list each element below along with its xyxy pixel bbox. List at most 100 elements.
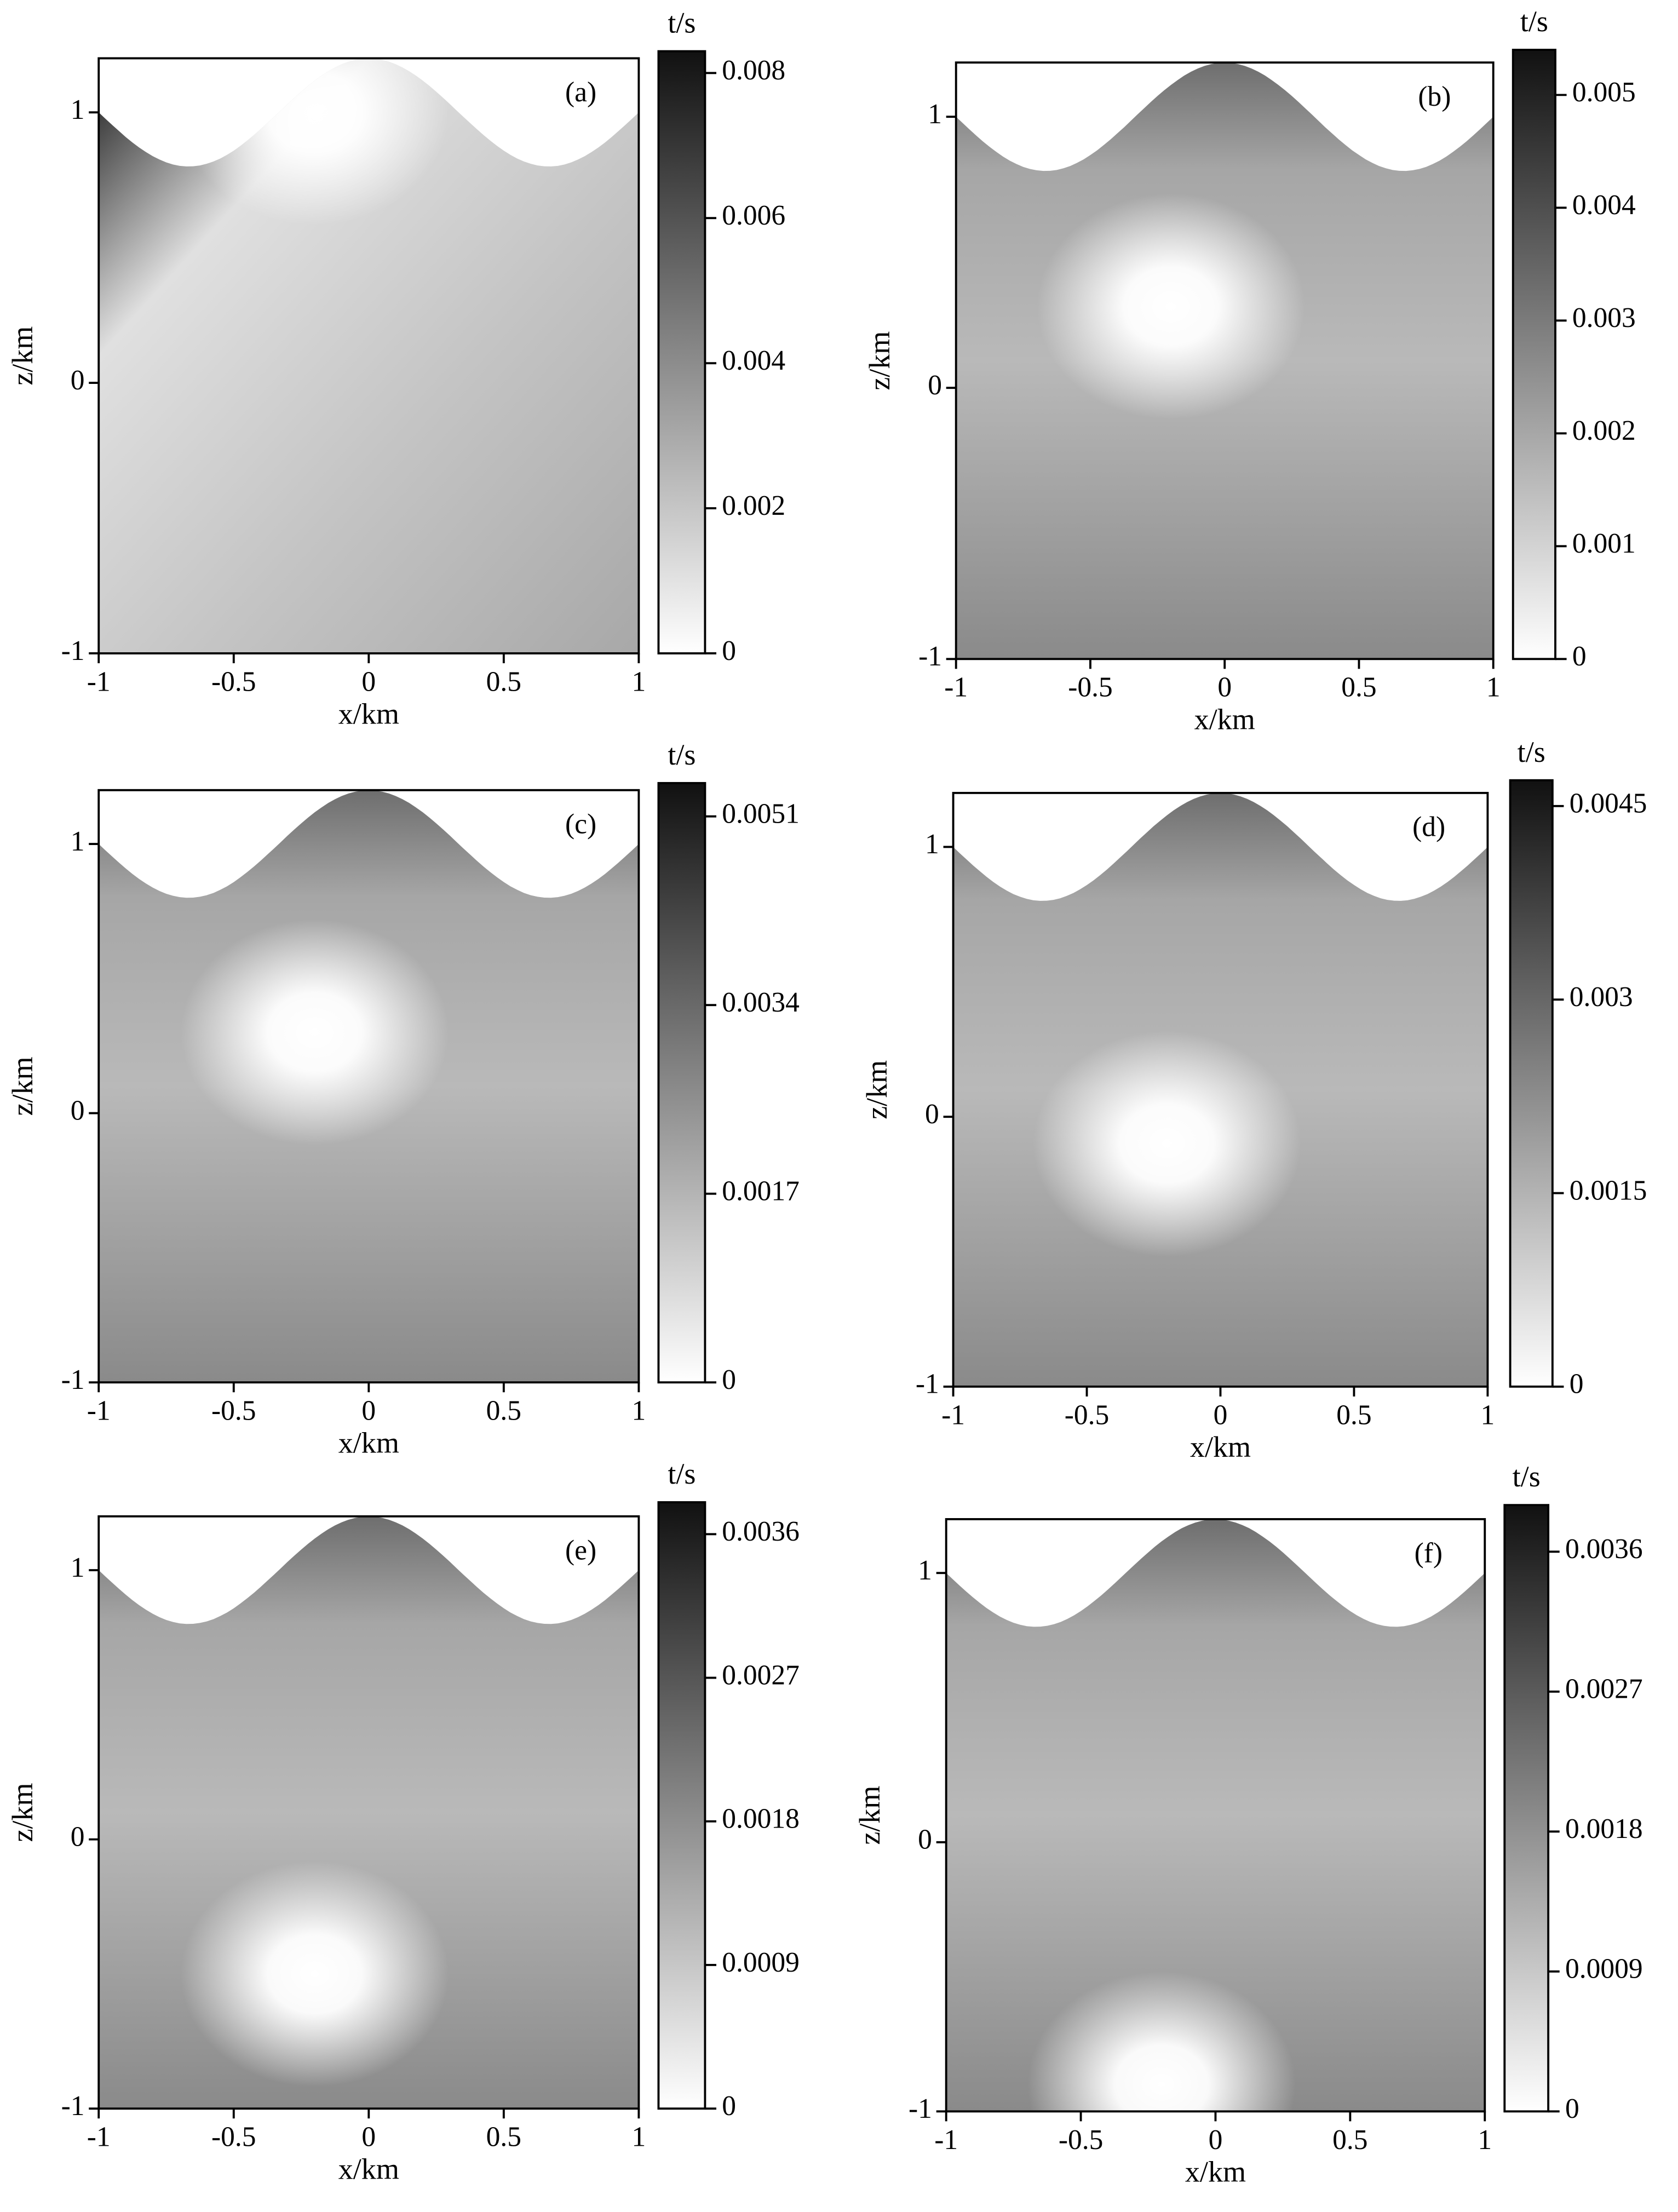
x-tick-label: 0	[361, 666, 376, 697]
colorbar-tick-label: 0.0036	[722, 1516, 800, 1547]
colorbar	[657, 50, 706, 654]
y-tick-label: 1	[918, 1555, 932, 1586]
x-axis-label: x/km	[1185, 2156, 1246, 2188]
source-spot	[181, 1861, 449, 2087]
x-tick-label: 0.5	[1341, 672, 1376, 703]
x-tick-label: 1	[632, 1395, 646, 1427]
panel: -1 -0.5 0 0.5 1 -1 0 1 x/km z/km (d) 0 0.0015 0.003 0.…	[860, 736, 1647, 1463]
colorbar-tick-label: 0.003	[1570, 981, 1633, 1013]
colorbar-tick-label: 0	[1572, 641, 1587, 672]
panel-label: (b)	[1418, 81, 1451, 112]
y-tick-label: -1	[61, 1364, 85, 1395]
colorbar-tick-label: 0.008	[722, 55, 785, 86]
colorbar-tick-label: 0	[1565, 2093, 1579, 2124]
panel: -1 -0.5 0 0.5 1 -1 0 1 x/km z/km (e) 0 0.0009 0.0018 0…	[6, 1457, 800, 2185]
colorbar-tick-label: 0.001	[1572, 528, 1636, 559]
panel-label: (e)	[565, 1535, 596, 1566]
y-tick-label: 1	[71, 94, 85, 125]
y-tick-label: -1	[918, 641, 942, 672]
colorbar	[657, 782, 706, 1384]
x-tick-label: -0.5	[1065, 1399, 1110, 1430]
colorbar-label: t/s	[668, 738, 696, 771]
y-axis-label: z/km	[860, 1060, 893, 1119]
x-axis-label: x/km	[338, 697, 399, 730]
y-axis-label: z/km	[853, 1786, 886, 1845]
panel-label: (d)	[1412, 812, 1445, 843]
x-axis-label: x/km	[1194, 703, 1255, 736]
colorbar	[1509, 779, 1554, 1388]
x-tick-label: -0.5	[211, 666, 256, 697]
y-tick-label: -1	[61, 2090, 85, 2122]
colorbar-tick-label: 0.0027	[1565, 1674, 1643, 1705]
colorbar-tick-label: 0.0036	[1565, 1533, 1643, 1565]
colorbar-tick-label: 0.0015	[1570, 1175, 1647, 1206]
y-axis-label: z/km	[863, 331, 896, 390]
y-tick-label: -1	[916, 1369, 939, 1400]
x-tick-label: 1	[1486, 672, 1501, 703]
x-tick-label: 1	[1478, 2124, 1492, 2156]
y-tick-label: 0	[928, 370, 942, 401]
x-tick-label: -1	[87, 666, 111, 697]
y-tick-label: 0	[918, 1824, 932, 1855]
colorbar-label: t/s	[1513, 1460, 1541, 1493]
source-spot	[1037, 193, 1305, 420]
colorbar-tick-label: 0.004	[1572, 189, 1636, 221]
y-tick-label: 1	[71, 1552, 85, 1583]
x-tick-label: -0.5	[211, 1395, 256, 1427]
colorbar-tick-label: 0.0018	[722, 1803, 800, 1835]
x-tick-label: 0.5	[1336, 1399, 1371, 1430]
colorbar	[657, 1501, 706, 2110]
field	[956, 62, 1493, 659]
field	[953, 792, 1488, 1387]
y-tick-label: 1	[71, 826, 85, 857]
x-tick-label: -0.5	[1059, 2124, 1104, 2156]
source-spot	[1027, 1972, 1296, 2112]
panel-label: (c)	[565, 809, 596, 840]
x-tick-label: 0.5	[486, 2122, 521, 2153]
y-axis-label: z/km	[6, 326, 39, 386]
x-tick-label: 0	[1209, 2124, 1223, 2156]
y-tick-label: 1	[928, 99, 942, 130]
x-tick-label: 0	[1214, 1399, 1228, 1430]
source-spot	[1033, 1031, 1301, 1257]
x-tick-label: 1	[632, 666, 646, 697]
colorbar-tick-label: 0.003	[1572, 302, 1636, 334]
field	[946, 1519, 1485, 2112]
x-tick-label: -1	[87, 2122, 111, 2153]
colorbar-label: t/s	[668, 7, 696, 39]
field	[99, 58, 639, 653]
y-tick-label: 0	[71, 1821, 85, 1852]
y-tick-label: -1	[909, 2093, 932, 2124]
colorbar-label: t/s	[1518, 736, 1545, 768]
x-axis-label: x/km	[338, 1426, 399, 1459]
panel: -1 -0.5 0 0.5 1 -1 0 1 x/km z/km (b) 0 0.001 0.002 0.0…	[863, 5, 1636, 736]
colorbar-tick-label: 0.005	[1572, 77, 1636, 108]
x-axis-label: x/km	[1190, 1430, 1251, 1463]
y-tick-label: 1	[925, 829, 939, 860]
colorbar-tick-label: 0	[722, 635, 736, 667]
colorbar-tick-label: 0.0009	[1565, 1954, 1643, 1985]
panel-label: (a)	[565, 77, 596, 108]
x-tick-label: 0	[361, 1395, 376, 1427]
colorbar-tick-label: 0.0045	[1570, 788, 1647, 819]
field	[99, 1516, 639, 2109]
panel: -1 -0.5 0 0.5 1 -1 0 1 x/km z/km (a) 0 0.002 0.004 0.0…	[6, 7, 785, 731]
x-tick-label: 1	[632, 2122, 646, 2153]
colorbar-tick-label: 0	[722, 2090, 736, 2122]
x-axis-label: x/km	[338, 2152, 399, 2185]
y-tick-label: 0	[71, 1095, 85, 1126]
y-axis-label: z/km	[6, 1056, 39, 1116]
panel: -1 -0.5 0 0.5 1 -1 0 1 x/km z/km (c) 0 0.0017 0.0034 0…	[6, 738, 800, 1459]
colorbar-label: t/s	[668, 1457, 696, 1490]
colorbar	[1512, 49, 1556, 660]
colorbar-tick-label: 0.004	[722, 345, 785, 376]
x-tick-label: 0	[1217, 672, 1232, 703]
colorbar-tick-label: 0.0027	[722, 1659, 800, 1691]
x-tick-label: 0.5	[1332, 2124, 1367, 2156]
x-tick-label: 0.5	[486, 666, 521, 697]
panel: -1 -0.5 0 0.5 1 -1 0 1 x/km z/km (f) 0 0.0009 0.0018 0…	[853, 1460, 1643, 2188]
colorbar-tick-label: 0.006	[722, 200, 785, 231]
x-tick-label: -1	[941, 1399, 965, 1430]
x-tick-label: -1	[934, 2124, 958, 2156]
y-axis-label: z/km	[6, 1783, 39, 1842]
